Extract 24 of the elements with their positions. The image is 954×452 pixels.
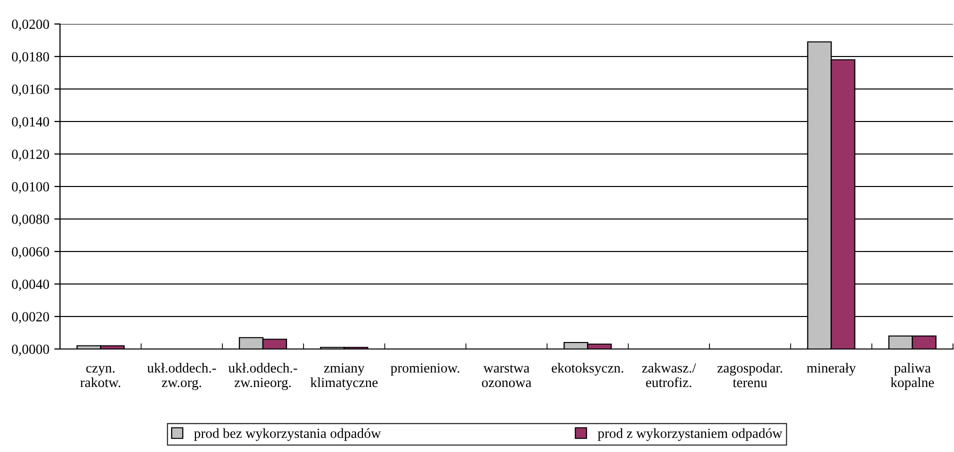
y-tick-label: 0,0140 xyxy=(12,117,50,128)
x-tick-label: promieniow. xyxy=(390,363,460,376)
y-tick-label: 0,0080 xyxy=(12,214,50,226)
x-tick-label: minerały xyxy=(806,362,856,376)
y-tick-label: 0,0120 xyxy=(12,150,50,161)
y-tick-label: 0,0040 xyxy=(12,280,50,291)
x-tick-label: ekotoksyczn. xyxy=(552,362,624,376)
y-tick-label: 0,0100 xyxy=(12,182,50,194)
legend-label: prod z wykorzystaniem odpadów xyxy=(598,428,782,441)
y-tick-label: 0,0020 xyxy=(12,312,50,324)
y-tick-label: 0,0060 xyxy=(12,247,50,258)
x-tick-label: zakwasz./ eutrofiz. xyxy=(642,362,696,388)
x-tick-label: zagospodar. terenu xyxy=(717,362,782,388)
y-tick-label: 0,0000 xyxy=(12,344,50,356)
y-tick-label: 0,0160 xyxy=(12,84,50,96)
legend-label: prod bez wykorzystania odpadów xyxy=(194,428,381,441)
y-tick-label: 0,0200 xyxy=(12,20,50,31)
x-tick-label: ukł.oddech.- zw.org. xyxy=(147,362,216,390)
x-tick-label: paliwa kopalne xyxy=(890,362,934,390)
y-tick-label: 0,0180 xyxy=(12,52,50,64)
x-tick-label: ukł.oddech.- zw.nieorg. xyxy=(228,362,298,390)
x-tick-label: zmiany klimatyczne xyxy=(310,363,378,390)
x-tick-label: czyn. rakotw. xyxy=(80,366,120,388)
x-tick-label: warstwa ozonowa xyxy=(482,364,532,388)
